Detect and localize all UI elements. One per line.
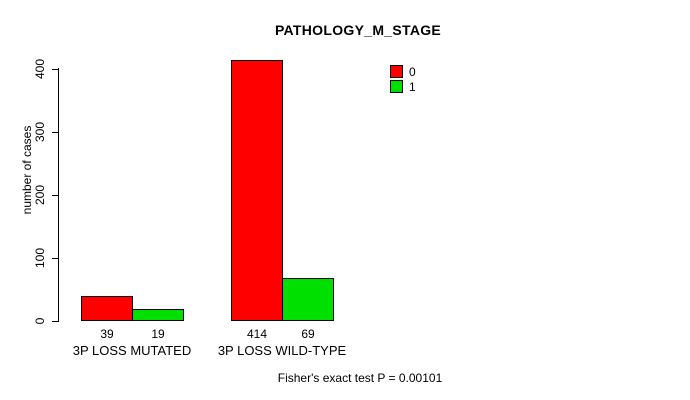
bar-1: [132, 309, 184, 321]
bar-value-label: 69: [301, 327, 315, 341]
bar-1: [282, 278, 334, 321]
legend-row: 0: [390, 64, 416, 79]
y-tick-label: 200: [33, 184, 47, 206]
x-category-label: 3P LOSS MUTATED: [72, 343, 192, 358]
stat-annotation: Fisher's exact test P = 0.00101: [277, 371, 443, 385]
legend-row: 1: [390, 79, 416, 94]
y-tick: [52, 321, 58, 322]
x-category-label: 3P LOSS WILD-TYPE: [217, 343, 347, 358]
y-tick-label: 300: [33, 121, 47, 143]
bar-0: [81, 296, 133, 321]
bar-0: [231, 60, 283, 321]
y-axis-line: [58, 68, 59, 322]
y-axis-label: number of cases: [20, 125, 34, 215]
y-tick: [52, 69, 58, 70]
y-tick-label: 100: [33, 247, 47, 269]
bar-value-label: 19: [151, 327, 165, 341]
y-tick-label: 400: [33, 58, 47, 80]
legend-swatch-1: [390, 80, 403, 93]
bar-value-label: 39: [100, 327, 114, 341]
legend-label: 0: [409, 64, 416, 79]
y-tick: [52, 132, 58, 133]
y-tick: [52, 258, 58, 259]
bar-value-label: 414: [246, 327, 268, 341]
chart-title: PATHOLOGY_M_STAGE: [274, 22, 442, 38]
legend-label: 1: [409, 79, 416, 94]
legend-swatch-0: [390, 65, 403, 78]
y-tick-label: 0: [33, 317, 47, 325]
y-tick: [52, 195, 58, 196]
